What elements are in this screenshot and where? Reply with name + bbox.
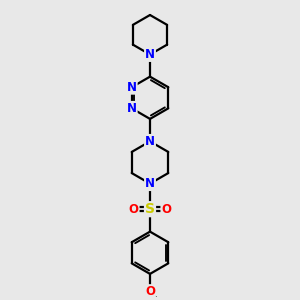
Text: O: O — [129, 203, 139, 216]
Text: O: O — [161, 203, 171, 216]
Text: N: N — [145, 48, 155, 61]
Text: O: O — [145, 285, 155, 298]
Text: N: N — [127, 102, 137, 115]
Text: N: N — [145, 177, 155, 190]
Text: S: S — [145, 202, 155, 216]
Text: N: N — [145, 135, 155, 148]
Text: N: N — [127, 81, 137, 94]
